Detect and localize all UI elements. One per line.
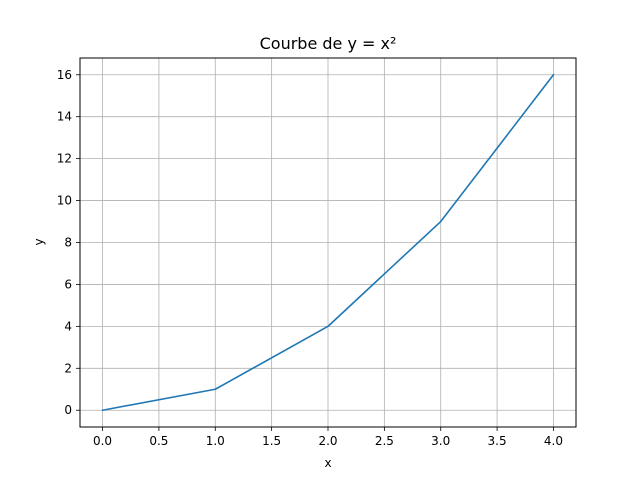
y-tick-label: 14 xyxy=(57,110,72,124)
ticks: 0.0 0.5 1.0 1.5 2.0 2.5 3.0 3.5 4.0 0 2 4 6 8 10 12 14 16 xyxy=(57,68,563,448)
y-tick-label: 6 xyxy=(64,277,72,291)
chart-title: Courbe de y = x² xyxy=(260,34,397,53)
x-tick-label: 0.0 xyxy=(93,434,112,448)
x-tick-label: 0.5 xyxy=(149,434,168,448)
y-tick-label: 12 xyxy=(57,152,72,166)
y-tick-label: 16 xyxy=(57,68,72,82)
y-axis-label: y xyxy=(32,238,46,245)
x-tick-label: 1.5 xyxy=(262,434,281,448)
x-tick-label: 4.0 xyxy=(544,434,563,448)
x-tick-label: 3.0 xyxy=(431,434,450,448)
x-axis-label: x xyxy=(324,456,331,470)
y-tick-label: 4 xyxy=(64,319,72,333)
y-tick-label: 8 xyxy=(64,236,72,250)
y-tick-label: 10 xyxy=(57,194,72,208)
x-tick-label: 3.5 xyxy=(488,434,507,448)
x-tick-label: 1.0 xyxy=(206,434,225,448)
y-tick-label: 0 xyxy=(64,403,72,417)
series-line xyxy=(101,73,555,412)
x-tick-label: 2.5 xyxy=(375,434,394,448)
x-tick-label: 2.0 xyxy=(318,434,337,448)
grid xyxy=(80,58,576,427)
y-tick-label: 2 xyxy=(64,361,72,375)
series-layer xyxy=(101,73,555,412)
